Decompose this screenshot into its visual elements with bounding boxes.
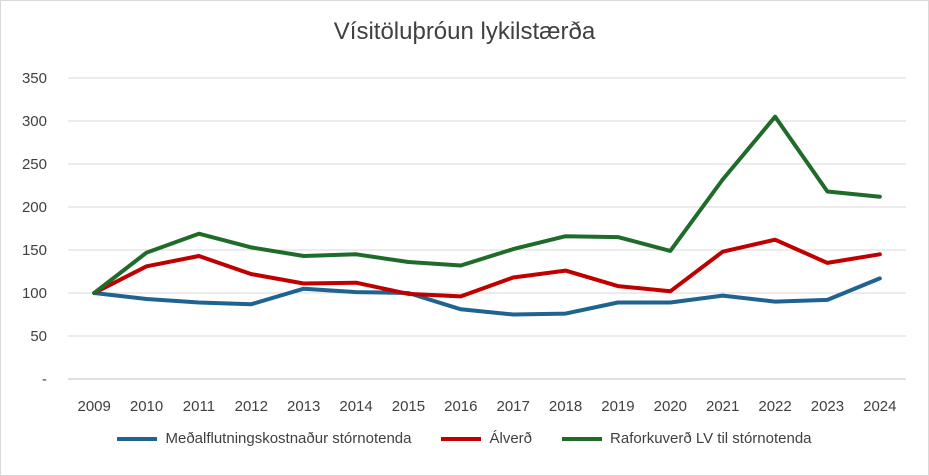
y-tick-label: 150 [22,242,47,259]
legend-item-flutningskostnadur: Meðalflutningskostnaður stórnotenda [117,430,411,447]
y-tick-label: 350 [22,70,47,87]
legend-swatch-alverd [441,436,482,441]
x-tick-label: 2012 [235,398,268,415]
series-line-1 [92,276,882,317]
x-tick-label: 2019 [601,398,634,415]
x-tick-label: 2024 [863,398,896,415]
series-line-2 [92,237,882,299]
x-tick-label: 2014 [339,398,372,415]
x-tick-label: 2018 [549,398,582,415]
x-tick-label: 2016 [444,398,477,415]
legend-item-raforkuverd: Raforkuverð LV til stórnotenda [562,430,812,447]
x-tick-label: 2023 [811,398,844,415]
x-tick-label: 2010 [130,398,163,415]
legend-item-alverd: Álverð [441,430,532,447]
legend-swatch-raforkuverd [562,436,603,441]
x-tick-label: 2009 [78,398,111,415]
x-tick-label: 2021 [706,398,739,415]
legend: Meðalflutningskostnaður stórnotenda Álve… [0,430,929,447]
legend-swatch-flutningskostnadur [117,436,158,441]
legend-label-raforkuverd: Raforkuverð LV til stórnotenda [610,430,812,447]
y-tick-label: 50 [30,328,47,345]
y-tick-label: - [42,371,47,388]
y-tick-label: 250 [22,156,47,173]
y-tick-label: 100 [22,285,47,302]
legend-label-flutningskostnadur: Meðalflutningskostnaður stórnotenda [165,430,412,447]
x-tick-label: 2011 [183,398,215,415]
x-tick-label: 2020 [654,398,687,415]
x-tick-label: 2022 [758,398,791,415]
legend-label-alverd: Álverð [489,430,533,447]
x-tick-label: 2017 [497,398,530,415]
x-tick-label: 2013 [287,398,320,415]
x-tick-label: 2015 [392,398,425,415]
y-tick-label: 300 [22,113,47,130]
y-tick-label: 200 [22,199,47,216]
chart-title: Vísitöluþróun lykilstærða [333,18,596,45]
series-line-3 [92,114,882,295]
